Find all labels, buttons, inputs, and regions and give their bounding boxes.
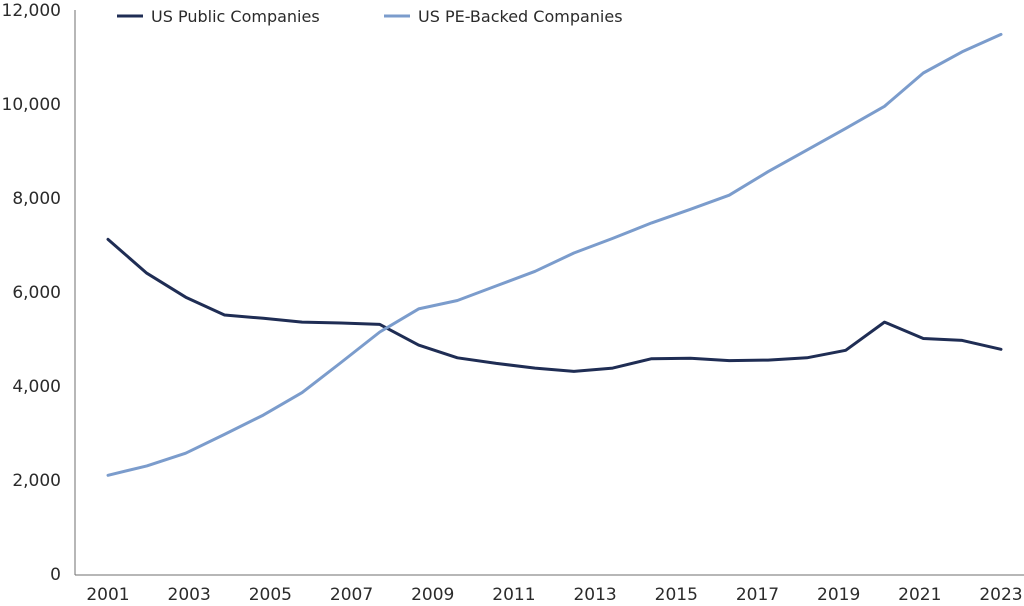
series-line-us-public-companies	[106, 237, 1003, 373]
y-tick-label: 10,000	[2, 95, 61, 115]
x-tick-label: 2015	[655, 585, 698, 605]
x-tick-label: 2021	[898, 585, 941, 605]
y-axis-tick-labels: 0 2,000 4,000 6,000 8,000 10,000 12,000	[2, 1, 61, 585]
legend-label: US Public Companies	[151, 7, 320, 26]
y-tick-label: 2,000	[12, 471, 61, 491]
x-tick-label: 2011	[492, 585, 535, 605]
x-tick-label: 2023	[979, 585, 1022, 605]
legend-label: US PE-Backed Companies	[418, 7, 623, 26]
x-tick-label: 2009	[411, 585, 454, 605]
y-tick-label: 8,000	[12, 189, 61, 209]
x-axis-tick-labels: 2001 2003 2005 2007 2009 2011 2013 2015 2017 2019…	[86, 585, 1022, 605]
series-line-us-pe-backed-companies	[106, 32, 1003, 477]
x-tick-label: 2017	[736, 585, 779, 605]
series-lines	[106, 32, 1003, 477]
x-tick-label: 2005	[249, 585, 292, 605]
x-tick-label: 2001	[86, 585, 129, 605]
x-tick-label: 2013	[573, 585, 616, 605]
y-tick-label: 6,000	[12, 283, 61, 303]
y-tick-label: 12,000	[2, 1, 61, 21]
x-tick-label: 2007	[330, 585, 373, 605]
y-tick-label: 4,000	[12, 377, 61, 397]
y-tick-label: 0	[50, 565, 61, 585]
legend: US Public Companies US PE-Backed Companie…	[117, 7, 623, 26]
x-tick-label: 2019	[817, 585, 860, 605]
x-tick-label: 2003	[168, 585, 211, 605]
